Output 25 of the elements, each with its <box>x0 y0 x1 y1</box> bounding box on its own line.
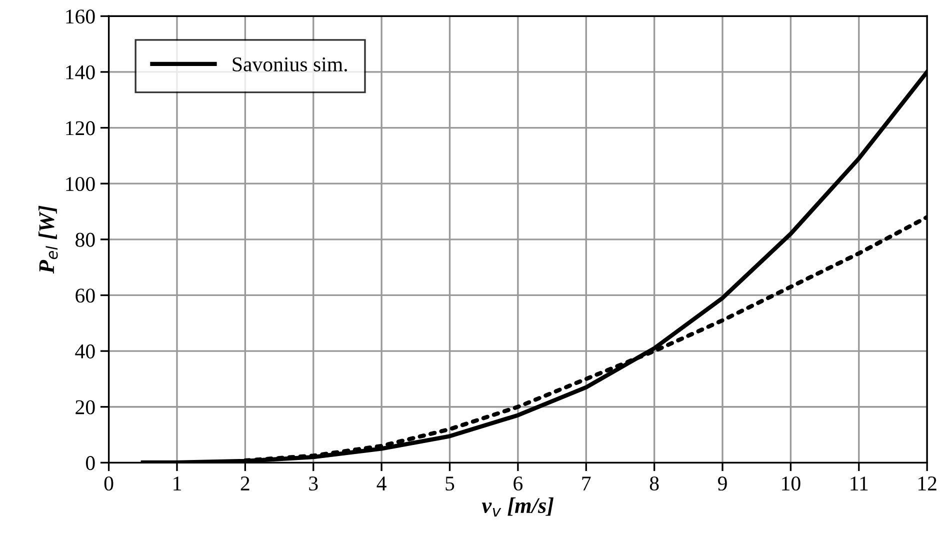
x-tick-label: 11 <box>850 476 868 490</box>
y-tick-label: 40 <box>75 344 95 358</box>
x-tick-label: 8 <box>650 476 659 491</box>
x-tick-label: 4 <box>376 476 386 490</box>
y-axis-title: P$_{el}$ [W] <box>38 206 58 274</box>
x-tick-label: 3 <box>309 476 318 491</box>
y-tick-label: 160 <box>66 10 95 24</box>
x-tick-label: 1 <box>174 476 181 490</box>
y-tick-label: 120 <box>66 121 95 136</box>
y-tick-label: 20 <box>76 400 95 414</box>
x-tick-label: 9 <box>718 476 727 491</box>
y-tick-label: 60 <box>76 288 95 303</box>
y-tick-label: 140 <box>66 65 95 80</box>
x-tick-label: 5 <box>446 476 454 491</box>
y-tick-label: 0 <box>86 456 95 470</box>
x-tick-label: 12 <box>918 476 936 490</box>
x-tick-label: 2 <box>240 476 250 490</box>
x-axis-title: v$_{v}$ [m/s] <box>482 497 554 516</box>
x-tick-label: 6 <box>514 476 523 491</box>
y-tick-label: 80 <box>76 232 95 247</box>
x-tick-label: 7 <box>582 476 591 490</box>
x-tick-label: 10 <box>782 476 800 491</box>
legend-label: Savonius sim. <box>232 57 347 72</box>
y-tick-label: 100 <box>66 176 95 192</box>
x-tick-label: 0 <box>104 476 114 491</box>
